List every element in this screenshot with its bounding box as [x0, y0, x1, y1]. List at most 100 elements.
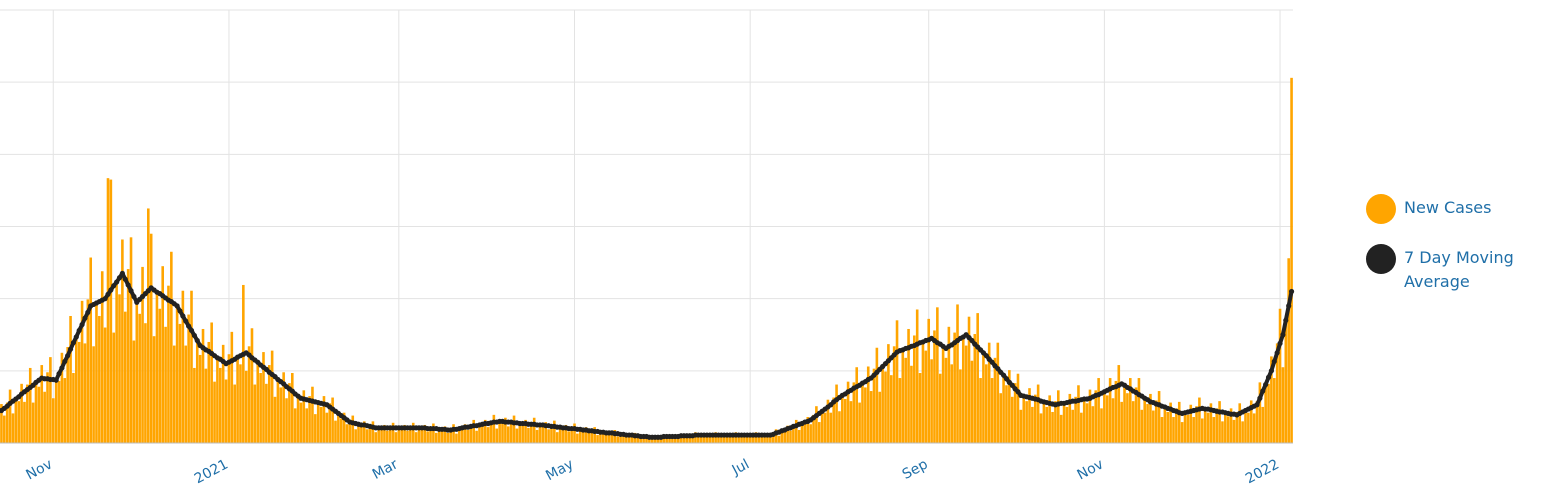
- bar: [1247, 412, 1250, 443]
- bar: [659, 437, 663, 443]
- bar: [224, 379, 228, 443]
- line-point: [969, 337, 975, 344]
- bar: [1103, 391, 1106, 443]
- bar: [1258, 382, 1262, 443]
- bar: [553, 420, 556, 443]
- line-point: [191, 332, 197, 339]
- bar: [98, 315, 101, 443]
- bar: [308, 396, 311, 443]
- bar: [838, 411, 841, 443]
- bar: [584, 427, 588, 443]
- bar: [178, 323, 182, 443]
- bar: [115, 282, 118, 443]
- bar: [486, 427, 490, 443]
- line-point: [85, 309, 91, 315]
- bar: [956, 304, 959, 443]
- bar: [1160, 417, 1164, 443]
- bar: [472, 419, 476, 443]
- bar: [296, 396, 300, 443]
- bar: [469, 424, 473, 443]
- bar: [11, 413, 15, 443]
- bar: [460, 429, 464, 443]
- legend-item[interactable]: New Cases: [1366, 194, 1544, 224]
- bar: [371, 421, 375, 443]
- bar: [262, 352, 265, 443]
- bar: [573, 423, 576, 443]
- bar: [164, 326, 167, 443]
- bar: [590, 429, 594, 443]
- line-point: [1257, 395, 1263, 401]
- line-point: [116, 275, 123, 281]
- bar: [1071, 409, 1074, 443]
- legend-item[interactable]: 7 Day Moving Average: [1366, 244, 1544, 294]
- bar: [613, 430, 617, 443]
- bar: [887, 344, 890, 443]
- line-point: [56, 371, 62, 377]
- x-tick-label: Nov: [24, 456, 56, 483]
- bar: [409, 426, 412, 443]
- line-point: [183, 318, 189, 324]
- bar: [158, 308, 162, 443]
- line-point: [65, 353, 71, 359]
- bar: [806, 417, 810, 443]
- bar: [711, 434, 715, 443]
- bar: [924, 350, 928, 443]
- bar: [184, 345, 188, 443]
- bar: [1085, 403, 1089, 443]
- bar: [193, 367, 196, 443]
- bar: [1111, 398, 1115, 443]
- bar: [31, 402, 35, 443]
- bar: [538, 424, 542, 443]
- bar: [1284, 320, 1288, 443]
- bar: [610, 432, 614, 443]
- bar: [541, 426, 545, 443]
- bar: [305, 408, 308, 443]
- bar: [1224, 412, 1227, 443]
- bar: [875, 347, 879, 443]
- bar: [463, 424, 467, 443]
- line-point: [62, 358, 68, 365]
- bar: [688, 437, 691, 443]
- line-point: [1277, 340, 1283, 347]
- bar: [950, 364, 954, 443]
- bar: [1169, 402, 1172, 443]
- line-point: [108, 287, 114, 293]
- bar: [57, 380, 61, 443]
- bar: [1080, 412, 1083, 443]
- bar: [288, 383, 291, 443]
- bar: [570, 427, 573, 443]
- bar: [760, 435, 763, 443]
- bar: [639, 436, 643, 443]
- bar: [668, 437, 671, 443]
- bar: [722, 435, 726, 443]
- bar: [1097, 378, 1100, 443]
- bar: [1051, 411, 1054, 443]
- bar: [849, 401, 853, 443]
- bar: [780, 430, 784, 443]
- bar: [314, 414, 317, 443]
- bar: [1108, 378, 1112, 443]
- bar: [432, 423, 435, 443]
- bar: [204, 368, 208, 443]
- bar: [0, 404, 3, 443]
- bar: [809, 424, 812, 443]
- bar: [1232, 419, 1236, 443]
- bar: [481, 426, 484, 443]
- bar: [1261, 406, 1265, 443]
- bar: [276, 379, 280, 443]
- x-tick-label: May: [543, 456, 576, 484]
- bar: [872, 368, 876, 443]
- bar: [521, 425, 524, 443]
- bar: [1042, 401, 1046, 443]
- bar: [250, 328, 254, 443]
- bar: [1177, 401, 1181, 443]
- bar: [170, 251, 173, 443]
- line-point: [180, 313, 186, 319]
- bar: [210, 322, 213, 443]
- bar: [49, 357, 52, 443]
- bar: [37, 386, 41, 443]
- bar: [918, 372, 922, 443]
- bar: [374, 432, 378, 443]
- bar: [46, 372, 49, 443]
